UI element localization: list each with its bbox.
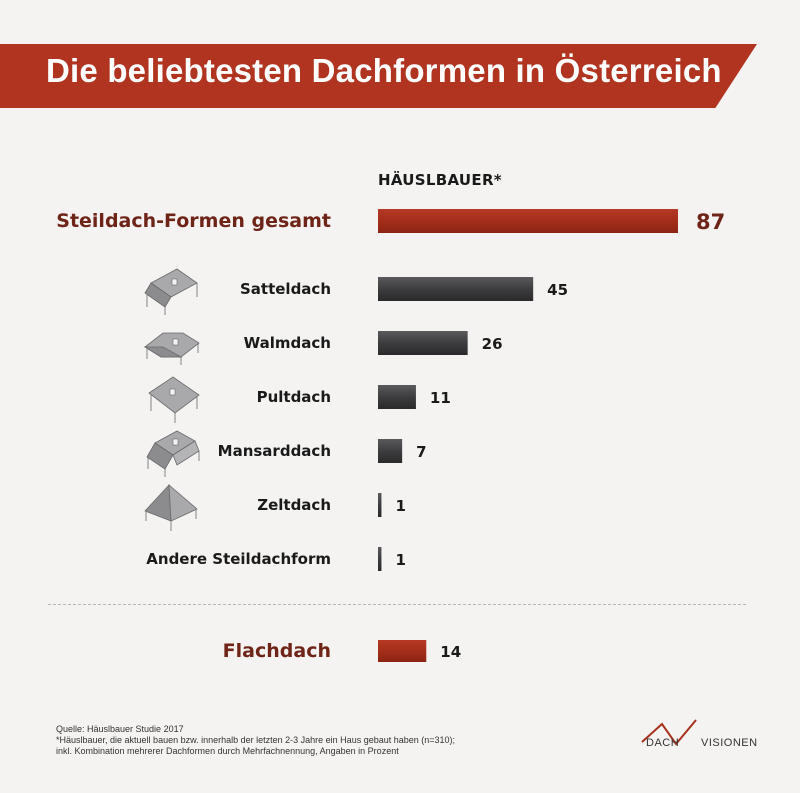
footnote-note-2: inkl. Kombination mehrerer Dachformen du… [56, 746, 399, 756]
dashed-divider [48, 604, 746, 605]
category-label-steildach-formen-gesamt: Steildach-Formen gesamt [56, 210, 331, 232]
category-label-zeltdach: Zeltdach [257, 496, 331, 514]
pultdach-icon [148, 376, 200, 423]
value-label-zeltdach: 1 [395, 497, 405, 515]
category-label-andere-steildachform: Andere Steildachform [146, 550, 331, 568]
footnote-source: Quelle: Häuslbauer Studie 2017 [56, 724, 184, 734]
bar-mansarddach [378, 439, 403, 463]
bar-zeltdach [378, 493, 382, 517]
value-label-flachdach: 14 [440, 643, 461, 661]
zeltdach-icon [144, 484, 198, 531]
satteldach-icon [144, 268, 198, 315]
logo-text-dach: DACH [646, 737, 680, 749]
bar-walmdach [378, 331, 468, 355]
category-label-satteldach: Satteldach [240, 280, 331, 298]
value-label-pultdach: 11 [430, 389, 451, 407]
bar-steildach-formen-gesamt [378, 209, 678, 233]
title-banner [0, 44, 757, 108]
footnote-note-1: *Häuslbauer, die aktuell bauen bzw. inne… [56, 735, 456, 745]
bar-pultdach [378, 385, 416, 409]
value-label-steildach-formen-gesamt: 87 [696, 210, 725, 234]
series-header: HÄUSLBAUER* [378, 171, 502, 189]
walmdach-icon [143, 332, 200, 365]
page-title: Die beliebtesten Dachformen in Österreic… [46, 52, 722, 89]
category-label-flachdach: Flachdach [223, 640, 331, 662]
dachvisionen-logo: DACH VISIONEN [640, 718, 760, 752]
value-label-satteldach: 45 [547, 281, 568, 299]
bar-flachdach [378, 640, 427, 662]
category-label-mansarddach: Mansarddach [218, 442, 331, 460]
bar-satteldach [378, 277, 534, 301]
logo-text-visionen: VISIONEN [701, 737, 758, 749]
category-label-pultdach: Pultdach [257, 388, 331, 406]
footnote: Quelle: Häuslbauer Studie 2017 *Häuslbau… [56, 724, 486, 757]
logo-mark-icon [641, 719, 697, 746]
mansarddach-icon [146, 430, 200, 477]
value-label-mansarddach: 7 [416, 443, 426, 461]
value-label-andere-steildachform: 1 [395, 551, 405, 569]
category-label-walmdach: Walmdach [244, 334, 331, 352]
bar-andere-steildachform [378, 547, 382, 571]
value-label-walmdach: 26 [482, 335, 503, 353]
